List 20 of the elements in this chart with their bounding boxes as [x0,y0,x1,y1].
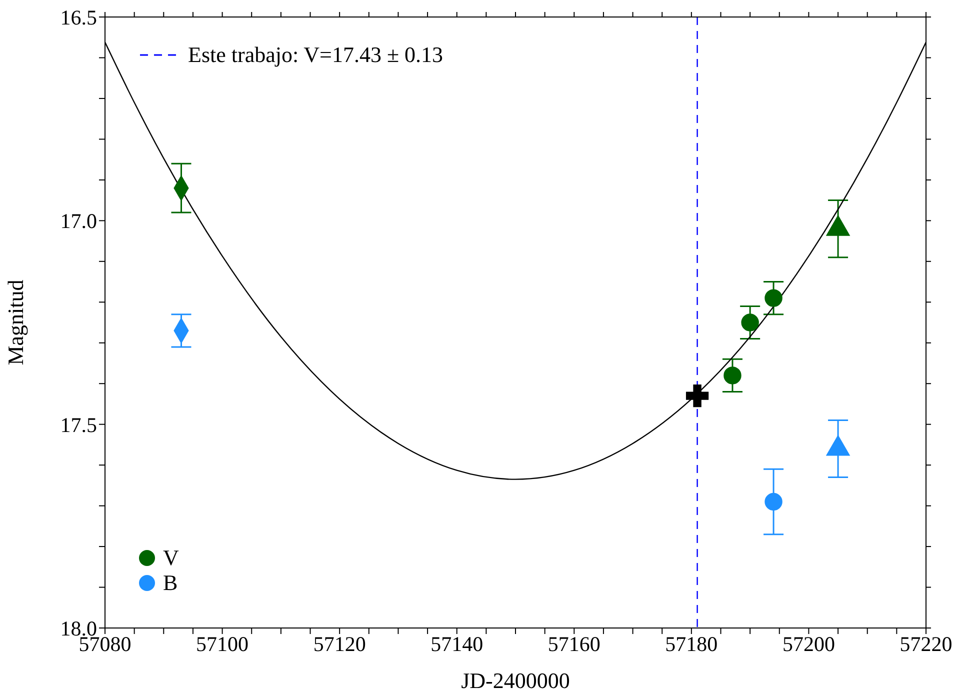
point [724,366,742,384]
y-tick-label: 16.5 [60,5,97,30]
y-tick-label: 17.0 [60,209,97,234]
x-tick-label: 57220 [900,632,952,656]
y-tick-label: 17.5 [60,412,97,437]
point [741,314,759,332]
x-tick-label: 57180 [665,632,718,656]
point [764,289,782,307]
y-axis-title: Magnitud [2,280,28,366]
legend-label: B [163,570,178,596]
x-tick-label: 57100 [196,632,249,656]
legend-label: V [163,544,179,570]
point [686,384,709,408]
x-tick-label: 57120 [313,632,366,656]
x-axis-title: JD-2400000 [461,668,570,693]
x-tick-label: 57140 [430,632,484,656]
x-tick-label: 57200 [782,632,835,656]
x-tick-label: 57160 [548,632,600,656]
legend-label: Este trabajo: V=17.43 ± 0.13 [188,42,444,68]
point [764,492,782,511]
